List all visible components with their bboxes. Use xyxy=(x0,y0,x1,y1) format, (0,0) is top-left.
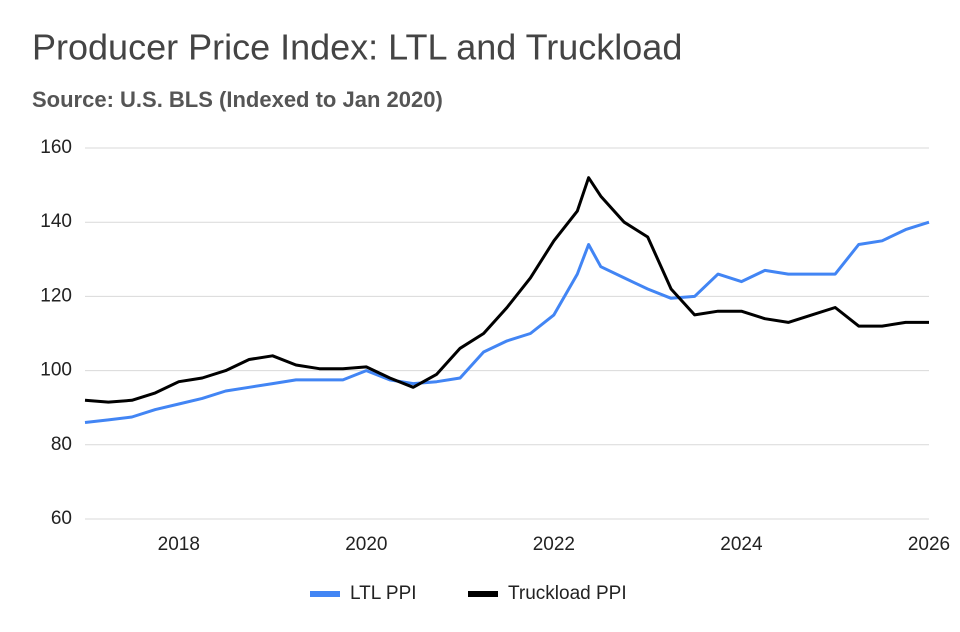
legend-label: Truckload PPI xyxy=(508,583,627,604)
x-tick-label: 2022 xyxy=(533,534,575,555)
chart-title: Producer Price Index: LTL and Truckload xyxy=(32,27,682,68)
x-tick-label: 2018 xyxy=(158,534,200,555)
series-line xyxy=(84,176,929,404)
x-tick-label: 2026 xyxy=(908,534,950,555)
series-line xyxy=(84,220,930,424)
y-tick-label: 120 xyxy=(40,285,72,306)
y-tick-label: 160 xyxy=(40,137,72,158)
y-tick-label: 100 xyxy=(40,360,72,381)
x-tick-label: 2024 xyxy=(720,534,763,555)
y-tick-label: 60 xyxy=(51,508,72,529)
chart-subtitle: Source: U.S. BLS (Indexed to Jan 2020) xyxy=(32,87,443,112)
legend-label: LTL PPI xyxy=(350,583,417,604)
y-tick-label: 80 xyxy=(51,434,72,455)
y-tick-label: 140 xyxy=(40,211,72,232)
x-tick-label: 2020 xyxy=(345,534,387,555)
